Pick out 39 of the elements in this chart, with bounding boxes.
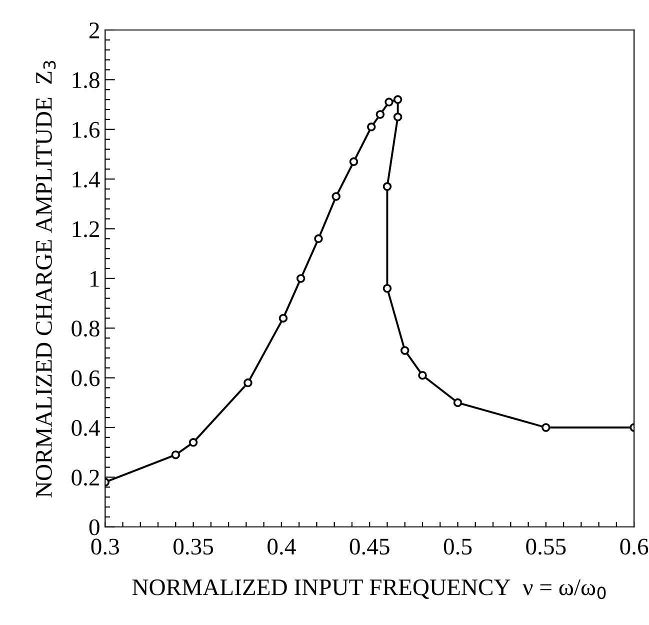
point [278,314,288,323]
point [418,370,427,380]
point [188,438,198,447]
point [366,122,376,132]
point [382,182,392,191]
x-tick-label: 0.35 [174,538,214,555]
x-tick-label: 0.55 [526,538,566,555]
x-tick-label: 0.6 [620,538,648,555]
x-tick-label: 0.5 [444,538,472,555]
point [244,378,252,388]
x-tick-label: 0.4 [268,538,296,555]
point [393,112,402,122]
y-tick-label: 1.8 [72,72,100,88]
y-tick-label: 0 [89,519,100,536]
point [332,192,340,201]
point [400,346,410,355]
point [296,274,306,283]
y-tick-label: 0.4 [72,420,100,436]
y-tick-label: 0.8 [72,320,100,337]
x-axis-title: NORMALIZED INPUT FREQUENCY ν = ω/ω$_{0}$ [132,579,606,600]
point [453,398,462,408]
x-tick-label: 0.45 [350,538,390,555]
y-tick-label: 1 [90,271,99,287]
y-axis-title: NORMALIZED CHARGE AMPLITUDE Z$_{3}$ [36,61,56,498]
point [171,450,180,460]
point [349,157,358,166]
point [314,234,323,244]
y-tick-label: 0.2 [72,470,99,486]
x-tick-label: 0.3 [91,538,119,555]
y-tick-label: 2 [90,22,99,38]
y-tick-label: 0.6 [72,370,100,386]
point [376,110,385,119]
y-tick-label: 1.2 [72,221,99,238]
point [542,423,550,432]
y-tick-label: 1.4 [72,172,100,188]
point [384,98,394,106]
y-tick-label: 1.6 [72,122,100,138]
point [393,95,402,104]
point [382,284,392,293]
